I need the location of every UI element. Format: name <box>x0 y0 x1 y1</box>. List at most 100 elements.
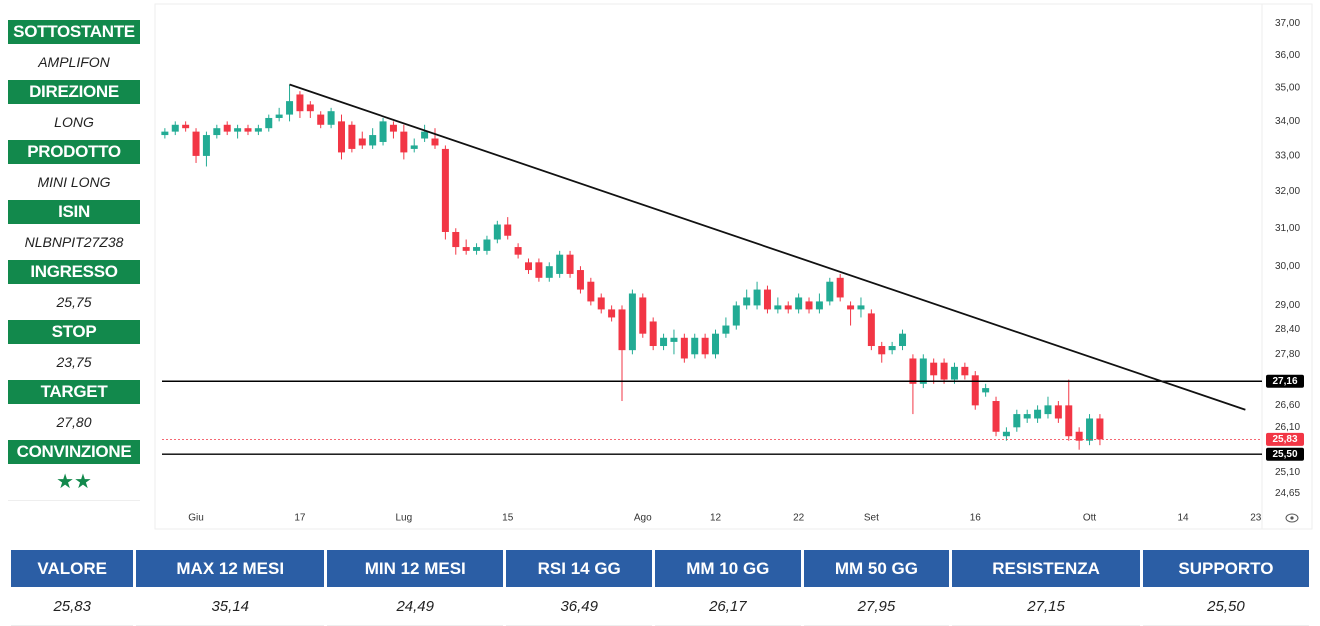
candle-body <box>639 297 647 334</box>
candle-body <box>556 254 564 274</box>
candle-body <box>930 362 938 376</box>
price-label-box <box>1266 432 1304 446</box>
candle-body <box>1044 405 1052 415</box>
table-header: RSI 14 GG <box>506 550 653 587</box>
candle-body <box>649 321 657 347</box>
candle-body <box>244 128 252 132</box>
sidebar-label: CONVINZIONE <box>8 440 140 464</box>
y-tick-label: 26,10 <box>1275 422 1300 433</box>
candle-body <box>660 337 668 347</box>
table-cell: 36,49 <box>506 587 653 626</box>
candle-body <box>161 131 169 136</box>
candle-body <box>452 231 460 248</box>
table-cell: 27,95 <box>803 587 950 626</box>
y-tick-label: 29,00 <box>1275 300 1300 311</box>
candle-body <box>743 297 751 306</box>
candle-body <box>982 388 990 393</box>
candle-body <box>265 117 273 129</box>
trendline <box>289 83 1246 411</box>
candle-body <box>1086 418 1094 441</box>
candle-body <box>493 224 501 240</box>
candle-body <box>514 247 522 255</box>
candle-body <box>899 333 907 347</box>
x-tick-label: 12 <box>710 513 722 524</box>
candle-body <box>805 301 813 310</box>
x-tick-label: Ago <box>634 513 652 524</box>
y-tick-label: 28,40 <box>1275 324 1300 335</box>
price-label: 27,16 <box>1272 376 1297 387</box>
candle-body <box>753 289 761 306</box>
candle-body <box>545 266 553 278</box>
y-tick-label: 27,80 <box>1275 349 1300 360</box>
candle-body <box>254 128 262 132</box>
candle-body <box>670 337 678 342</box>
candle-body <box>213 128 221 136</box>
candle-body <box>348 124 356 149</box>
candle-body <box>826 281 834 302</box>
candle-body <box>421 131 429 139</box>
price-label: 25,50 <box>1272 449 1297 460</box>
candle-body <box>992 401 1000 432</box>
candle-body <box>317 114 325 125</box>
candle-body <box>504 224 512 236</box>
candle-body <box>680 337 688 359</box>
candle-body <box>909 358 917 384</box>
candle-body <box>192 131 200 156</box>
sidebar-item: ISIN NLBNPIT27Z38 <box>8 200 140 261</box>
candle-body <box>1075 431 1083 441</box>
plot-border <box>154 3 1313 530</box>
candle-body <box>971 375 979 406</box>
sidebar-item: CONVINZIONE ★★ <box>8 440 140 501</box>
candle-body <box>1023 414 1031 419</box>
sidebar-item: STOP 23,75 <box>8 320 140 381</box>
y-tick-label: 24,65 <box>1275 488 1300 499</box>
candle-body <box>576 270 584 290</box>
y-tick-label: 33,00 <box>1275 151 1300 162</box>
candle-body <box>763 289 771 310</box>
table-cell: 24,49 <box>327 587 504 626</box>
x-tick-label: 16 <box>970 513 982 524</box>
y-tick-label: 37,00 <box>1275 18 1300 29</box>
candle-body <box>1013 414 1021 428</box>
sidebar-item: SOTTOSTANTE AMPLIFON <box>8 20 140 81</box>
candle-body <box>473 247 481 251</box>
table-header: MIN 12 MESI <box>327 550 504 587</box>
sidebar-item: DIREZIONE LONG <box>8 80 140 141</box>
y-tick-label: 26,60 <box>1275 400 1300 411</box>
candle-body <box>784 305 792 310</box>
x-tick-label: Set <box>864 513 879 524</box>
x-tick-label: 17 <box>294 513 306 524</box>
candle-body <box>525 262 533 271</box>
candle-body <box>400 131 408 153</box>
table-cell: 25,50 <box>1142 587 1309 626</box>
eye-icon[interactable] <box>1285 513 1299 523</box>
candle-body <box>940 362 948 380</box>
price-label-box <box>1266 374 1304 388</box>
table-cell: 25,83 <box>11 587 134 626</box>
candle-body <box>847 305 855 310</box>
y-tick-label: 35,00 <box>1275 82 1300 93</box>
y-tick-label: 31,00 <box>1275 223 1300 234</box>
x-tick-label: 23 <box>1250 513 1262 524</box>
candle-body <box>223 124 231 132</box>
sidebar-label: TARGET <box>8 380 140 404</box>
candle-body <box>566 254 574 274</box>
table-cell: 26,17 <box>655 587 801 626</box>
candle-body <box>171 124 179 132</box>
candle-body <box>836 277 844 298</box>
candle-body <box>483 239 491 251</box>
candle-body <box>202 135 210 156</box>
candle-body <box>815 301 823 310</box>
candle-body <box>774 305 782 310</box>
sidebar-label: STOP <box>8 320 140 344</box>
x-tick-label: 15 <box>502 513 514 524</box>
candle-body <box>275 114 283 118</box>
candle-body <box>296 94 304 112</box>
table-header: MM 50 GG <box>803 550 950 587</box>
y-tick-label: 30,00 <box>1275 261 1300 272</box>
sidebar-label: ISIN <box>8 200 140 224</box>
candle-body <box>306 104 314 112</box>
candle-body <box>857 305 865 310</box>
price-label-box <box>1266 447 1304 461</box>
x-tick-label: Giu <box>188 513 204 524</box>
